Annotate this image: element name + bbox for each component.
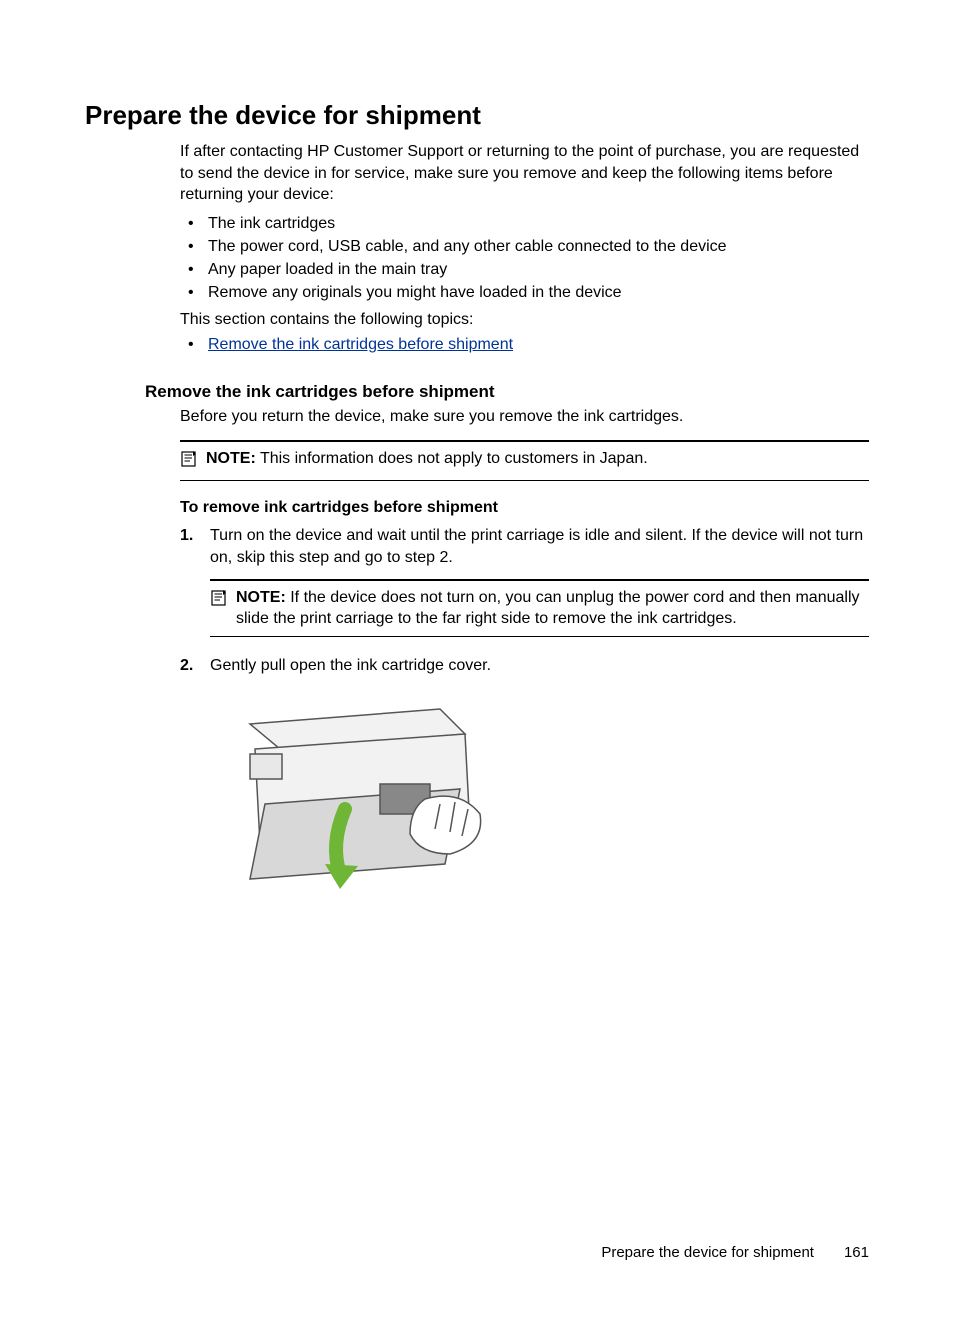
printer-illustration [210,694,500,914]
page-footer: Prepare the device for shipment 161 [601,1244,869,1261]
step-text: Turn on the device and wait until the pr… [210,527,863,566]
footer-section: Prepare the device for shipment [601,1244,814,1261]
note-text: NOTE: If the device does not turn on, yo… [236,587,869,630]
topics-lead: This section contains the following topi… [180,311,869,329]
step-text: Gently pull open the ink cartridge cover… [210,657,491,674]
note-body: This information does not apply to custo… [260,450,648,467]
topic-link[interactable]: Remove the ink cartridges before shipmen… [208,336,513,353]
procedure-heading: To remove ink cartridges before shipment [180,499,869,517]
list-item: Remove the ink cartridges before shipmen… [180,333,869,356]
note-text: NOTE: This information does not apply to… [206,448,869,470]
section-intro: Before you return the device, make sure … [180,408,869,426]
step-item: Gently pull open the ink cartridge cover… [180,655,869,677]
section-heading: Remove the ink cartridges before shipmen… [145,382,869,402]
footer-page-number: 161 [844,1244,869,1261]
list-item: Remove any originals you might have load… [180,281,869,304]
list-item: Any paper loaded in the main tray [180,258,869,281]
topics-list: Remove the ink cartridges before shipmen… [180,333,869,356]
note-box: NOTE: If the device does not turn on, yo… [210,579,869,637]
page-title: Prepare the device for shipment [85,100,869,131]
list-item: The ink cartridges [180,212,869,235]
note-label: NOTE: [236,589,286,606]
note-icon [210,589,228,614]
note-icon [180,450,198,475]
procedure-steps: Turn on the device and wait until the pr… [180,525,869,676]
intro-paragraph: If after contacting HP Customer Support … [180,141,869,206]
note-body: If the device does not turn on, you can … [236,589,860,628]
step-item: Turn on the device and wait until the pr… [180,525,869,636]
remove-items-list: The ink cartridges The power cord, USB c… [180,212,869,305]
note-box: NOTE: This information does not apply to… [180,440,869,482]
list-item: The power cord, USB cable, and any other… [180,235,869,258]
note-label: NOTE: [206,450,256,467]
